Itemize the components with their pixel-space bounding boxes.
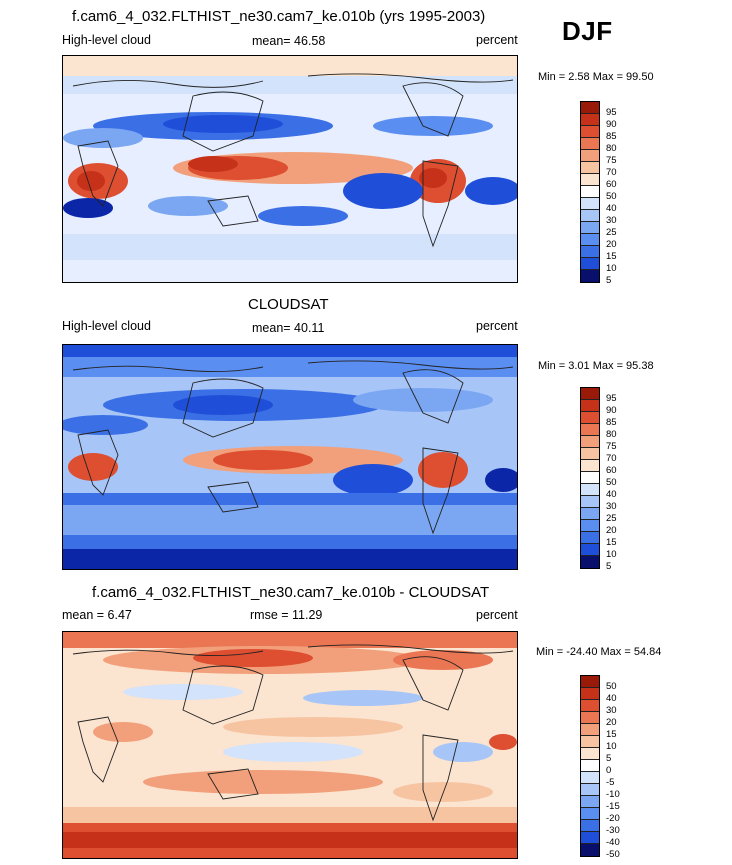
panel2-cbar-label: 5 [606,561,612,572]
panel3-cbar-label: -5 [606,777,615,788]
panel1-mean-label: mean= 46.58 [252,34,326,48]
panel3-min-max: Min = -24.40 Max = 54.84 [536,646,662,658]
panel1-min-max: Min = 2.58 Max = 99.50 [538,71,654,83]
panel1-cbar-label: 15 [606,251,617,262]
panel1-cbar-label: 20 [606,239,617,250]
panel2-cbar-label: 50 [606,477,617,488]
panel3-cbar-label: 50 [606,681,617,692]
panel2-cbar-label: 60 [606,465,617,476]
panel3-cbar-label: 30 [606,705,617,716]
panel3-cbar-label: -50 [606,849,620,860]
panel1-map [62,55,518,283]
panel2-min-max: Min = 3.01 Max = 95.38 [538,360,654,372]
panel3-cbar-label: -40 [606,837,620,848]
panel2-cbar-label: 80 [606,429,617,440]
season-label: DJF [562,16,613,46]
panel1-cbar-label: 5 [606,275,612,286]
panel2-cbar-label: 30 [606,501,617,512]
panel1-left-label: High-level cloud [62,33,151,47]
panel3-rmse-label: rmse = 11.29 [250,608,323,622]
panel1-cbar-label: 70 [606,167,617,178]
panel1-cbar-label: 90 [606,119,617,130]
panel1-cbar-label: 25 [606,227,617,238]
panel2-cbar-label: 70 [606,453,617,464]
panel3-colorbar [580,675,600,857]
panel3-cbar-label: 5 [606,753,612,764]
panel3-cbar-label: 20 [606,717,617,728]
panel1-cbar-label: 50 [606,191,617,202]
panel3-cbar-label: 40 [606,693,617,704]
panel1-cbar-label: 80 [606,143,617,154]
panel2-cbar-label: 40 [606,489,617,500]
panel1-colorbar [580,101,600,283]
panel2-units-label: percent [476,319,518,333]
panel3-cbar-label: -10 [606,789,620,800]
panel2-colorbar [580,387,600,569]
panel3-map [62,631,518,859]
panel1-cbar-label: 75 [606,155,617,166]
panel2-cbar-label: 25 [606,513,617,524]
panel3-cbar-label: -30 [606,825,620,836]
panel1-cbar-label: 85 [606,131,617,142]
panel2-cbar-label: 75 [606,441,617,452]
panel3-cbar-label: 15 [606,729,617,740]
panel3-units-label: percent [476,608,518,622]
panel3-title: f.cam6_4_032.FLTHIST_ne30.cam7_ke.010b -… [92,584,490,601]
panel1-cbar-label: 30 [606,215,617,226]
panel1-cbar-label: 40 [606,203,617,214]
panel1-cbar-label: 60 [606,179,617,190]
panel2-cbar-label: 95 [606,393,617,404]
panel3-cbar-label: 0 [606,765,612,776]
panel2-mean-label: mean= 40.11 [252,321,325,335]
panel2-title: CLOUDSAT [248,296,329,313]
panel2-cbar-label: 15 [606,537,617,548]
panel3-cbar-label: -20 [606,813,620,824]
panel3-cbar-label: 10 [606,741,617,752]
panel3-mean-label: mean = 6.47 [62,608,132,622]
panel1-title: f.cam6_4_032.FLTHIST_ne30.cam7_ke.010b (… [72,8,486,25]
panel1-cbar-label: 10 [606,263,617,274]
panel2-map [62,344,518,570]
panel3-cbar-label: -15 [606,801,620,812]
panel2-cbar-label: 90 [606,405,617,416]
panel2-cbar-label: 20 [606,525,617,536]
panel2-left-label: High-level cloud [62,319,151,333]
panel1-units-label: percent [476,33,518,47]
panel2-cbar-label: 85 [606,417,617,428]
panel2-cbar-label: 10 [606,549,617,560]
panel1-cbar-label: 95 [606,107,617,118]
